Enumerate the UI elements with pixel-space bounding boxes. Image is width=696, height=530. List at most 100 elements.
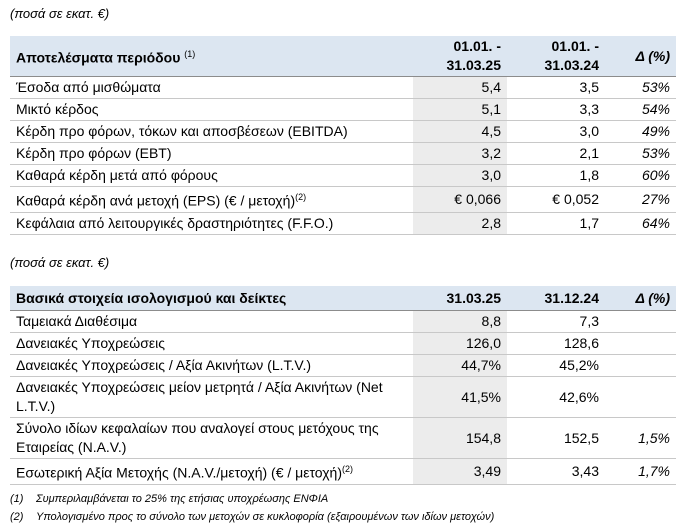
balance-table: Βασικά στοιχεία ισολογισμού και δείκτες 3… bbox=[10, 286, 676, 485]
row-label: Κέρδη προ φόρων (EBT) bbox=[10, 142, 413, 165]
title-text: Βασικά στοιχεία ισολογισμού και δείκτες bbox=[16, 289, 287, 306]
header-title: Βασικά στοιχεία ισολογισμού και δείκτες bbox=[10, 286, 413, 311]
row: Καθαρά κέρδη ανά μετοχή (EPS) (€ / μετοχ… bbox=[10, 186, 676, 213]
header-title: Αποτελέσματα περιόδου (1) bbox=[10, 36, 413, 77]
label-text: Κεφάλαια από λειτουργικές δραστηριότητες… bbox=[16, 214, 334, 231]
cell: 5,1 bbox=[413, 98, 507, 121]
label-text: Κέρδη προ φόρων, τόκων και αποσβέσεων (E… bbox=[16, 123, 348, 139]
column-header: 01.01. - 31.03.24 bbox=[507, 36, 605, 77]
header-line: Δ (%) bbox=[635, 47, 670, 64]
label-text: Καθαρά κέρδη ανά μετοχή (EPS) (€ / μετοχ… bbox=[16, 192, 296, 209]
row-label: Καθαρά κέρδη ανά μετοχή (EPS) (€ / μετοχ… bbox=[10, 186, 413, 213]
header-line: Δ (%) bbox=[635, 289, 670, 306]
row: Ταμειακά Διαθέσιμα 8,8 7,3 bbox=[10, 310, 676, 333]
label-text: Μικτό κέρδος bbox=[16, 101, 99, 117]
row: Κεφάλαια από λειτουργικές δραστηριότητες… bbox=[10, 212, 676, 235]
row: Εσωτερική Αξία Μετοχής (N.A.V./μετοχή) (… bbox=[10, 458, 676, 485]
cell: 3,43 bbox=[507, 458, 605, 485]
row-label: Ταμειακά Διαθέσιμα bbox=[10, 310, 413, 333]
column-header: Δ (%) bbox=[605, 36, 676, 77]
row: Δανειακές Υποχρεώσεις / Αξία Ακινήτων (L… bbox=[10, 354, 676, 377]
footnote: (1) Συμπεριλαμβάνεται το 25% της ετήσιας … bbox=[10, 493, 329, 505]
header-row: Αποτελέσματα περιόδου (1) 01.01. - 31.03.2… bbox=[10, 36, 676, 77]
cell: € 0,052 bbox=[507, 186, 605, 213]
footnote-mark: (1) bbox=[10, 493, 24, 505]
row: Καθαρά κέρδη μετά από φόρους 3,0 1,8 60% bbox=[10, 164, 676, 187]
cell: 44,7% bbox=[413, 354, 507, 377]
row: Σύνολο ιδίων κεφαλαίων που αναλογεί στου… bbox=[10, 417, 676, 459]
cell: € 0,066 bbox=[413, 186, 507, 213]
cell: 60% bbox=[605, 164, 676, 187]
label-text: Κέρδη προ φόρων (EBT) bbox=[16, 145, 172, 161]
cell: 2,8 bbox=[413, 212, 507, 235]
row-label: Σύνολο ιδίων κεφαλαίων που αναλογεί στου… bbox=[10, 417, 413, 459]
cell: 54% bbox=[605, 98, 676, 121]
cell: 2,1 bbox=[507, 142, 605, 165]
footnote: (2) Υπολογισμένο προς το σύνολο των μετοχ… bbox=[10, 511, 495, 523]
cell: 27% bbox=[605, 186, 676, 213]
cell: 4,5 bbox=[413, 120, 507, 143]
row-label: Καθαρά κέρδη μετά από φόρους bbox=[10, 164, 413, 187]
cell: 1,5% bbox=[605, 417, 676, 459]
row-label: Δανειακές Υποχρεώσεις μείον μετρητά / Αξ… bbox=[10, 376, 413, 418]
column-header: 31.12.24 bbox=[507, 286, 605, 311]
cell: 3,2 bbox=[413, 142, 507, 165]
cell: 3,3 bbox=[507, 98, 605, 121]
cell: 53% bbox=[605, 76, 676, 99]
column-header: 31.03.25 bbox=[413, 286, 507, 311]
label-text: Δανειακές Υποχρεώσεις bbox=[16, 335, 165, 351]
unit-note: (ποσά σε εκατ. €) bbox=[10, 255, 110, 270]
label-text: Ταμειακά Διαθέσιμα bbox=[16, 313, 138, 329]
cell: 49% bbox=[605, 120, 676, 143]
label-text: Εσωτερική Αξία Μετοχής (N.A.V./μετοχή) (… bbox=[16, 464, 342, 481]
cell: 3,0 bbox=[413, 164, 507, 187]
footnote-text: Συμπεριλαμβάνεται το 25% της ετήσιας υπο… bbox=[36, 493, 329, 505]
row: Δανειακές Υποχρεώσεις 126,0 128,6 bbox=[10, 332, 676, 355]
cell: 3,0 bbox=[507, 120, 605, 143]
cell bbox=[605, 376, 676, 418]
header-line: 31.03.25 bbox=[446, 289, 502, 306]
row: Μικτό κέρδος 5,1 3,3 54% bbox=[10, 98, 676, 121]
cell: 126,0 bbox=[413, 332, 507, 355]
note-ref: (2) bbox=[342, 464, 353, 474]
note-ref: (1) bbox=[184, 48, 196, 59]
header-line: 01.01. - bbox=[453, 38, 501, 54]
row-label: Δανειακές Υποχρεώσεις / Αξία Ακινήτων (L… bbox=[10, 354, 413, 377]
unit-note: (ποσά σε εκατ. €) bbox=[10, 6, 110, 21]
row-label: Μικτό κέρδος bbox=[10, 98, 413, 121]
cell bbox=[605, 354, 676, 377]
row-label: Κεφάλαια από λειτουργικές δραστηριότητες… bbox=[10, 212, 413, 235]
note-ref: (2) bbox=[295, 192, 307, 202]
cell: 152,5 bbox=[507, 417, 605, 459]
cell: 53% bbox=[605, 142, 676, 165]
cell bbox=[605, 310, 676, 333]
cell: 1,7% bbox=[605, 458, 676, 485]
cell: 45,2% bbox=[507, 354, 605, 377]
label-text: Δανειακές Υποχρεώσεις / Αξία Ακινήτων (L… bbox=[16, 357, 311, 373]
results-table: Αποτελέσματα περιόδου (1) 01.01. - 31.03.2… bbox=[10, 36, 676, 235]
cell: 154,8 bbox=[413, 417, 507, 459]
footnote-text: Υπολογισμένο προς το σύνολο των μετοχών … bbox=[36, 511, 495, 523]
header-row: Βασικά στοιχεία ισολογισμού και δείκτες 3… bbox=[10, 286, 676, 311]
cell: 128,6 bbox=[507, 332, 605, 355]
cell: 1,8 bbox=[507, 164, 605, 187]
column-header: Δ (%) bbox=[605, 286, 676, 311]
footnote-mark: (2) bbox=[10, 511, 24, 523]
header-line: 31.12.24 bbox=[544, 289, 600, 306]
cell bbox=[605, 332, 676, 355]
column-header: 01.01. - 31.03.25 bbox=[413, 36, 507, 77]
cell: 7,3 bbox=[507, 310, 605, 333]
row: Κέρδη προ φόρων (EBT) 3,2 2,1 53% bbox=[10, 142, 676, 165]
cell: 42,6% bbox=[507, 376, 605, 418]
row-label: Έσοδα από μισθώματα bbox=[10, 76, 413, 99]
label-text: Έσοδα από μισθώματα bbox=[16, 79, 161, 95]
cell: 3,49 bbox=[413, 458, 507, 485]
cell: 3,5 bbox=[507, 76, 605, 99]
row-label: Εσωτερική Αξία Μετοχής (N.A.V./μετοχή) (… bbox=[10, 458, 413, 485]
label-text: Δανειακές Υποχρεώσεις μείον μετρητά / Αξ… bbox=[16, 379, 383, 414]
header-line: 01.01. - bbox=[551, 38, 599, 54]
row: Κέρδη προ φόρων, τόκων και αποσβέσεων (E… bbox=[10, 120, 676, 143]
header-line: 31.03.24 bbox=[544, 57, 600, 73]
row-label: Δανειακές Υποχρεώσεις bbox=[10, 332, 413, 355]
